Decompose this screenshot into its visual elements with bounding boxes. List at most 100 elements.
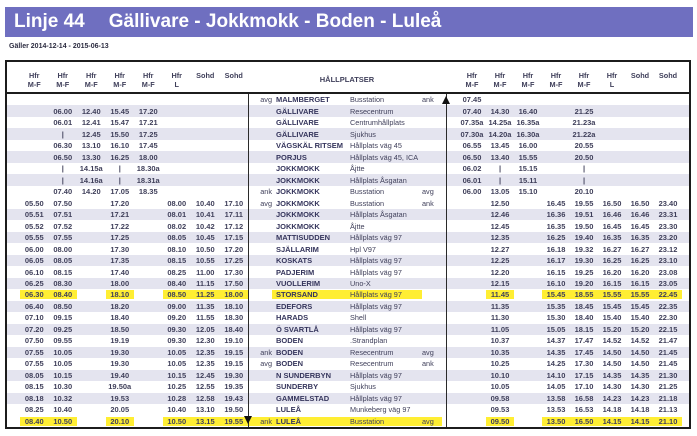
time-cell	[598, 164, 626, 173]
stop-description: Busstation	[350, 95, 385, 105]
direction-up-arrow-icon	[442, 96, 450, 104]
time-cell: 20.10	[574, 187, 594, 197]
time-cell: 14.50	[602, 347, 622, 357]
stop-info: GÄLLIVARE Centrumhållplats	[248, 118, 446, 127]
time-cell: 07.40	[462, 106, 482, 116]
time-cell: 15.47	[110, 118, 130, 128]
time-cell: 18.40	[224, 324, 244, 334]
time-cell	[134, 359, 163, 368]
left-direction-times: 08.25 10.40 20.05 10.40 13.10 19.50	[7, 405, 248, 414]
left-direction-times: 08.40 10.50 20.10 10.50 13.15 19.55	[7, 416, 248, 426]
right-direction-times: 10.10 14.10 17.15 14.35 14.35 21.30	[446, 371, 682, 380]
time-cell: 16.45	[630, 221, 650, 231]
time-cell: 16.10	[110, 141, 130, 151]
time-cell: 15.20	[602, 324, 622, 334]
left-direction-times: 07.40 14.20 17.05 18.35	[7, 187, 248, 196]
left-direction-times: 06.30 13.10 16.10 17.45	[7, 141, 248, 150]
departure-arrival-label: ank	[422, 359, 434, 369]
right-direction-times: 10.05 14.05 17.10 14.30 14.30 21.25	[446, 382, 682, 391]
timetable-row: 05.50 07.50 17.20 08.00 10.40 17.10 avg JOKKMOK…	[7, 197, 689, 208]
time-cell: 18.35	[138, 187, 158, 197]
stop-name: EDEFORS	[276, 301, 313, 311]
time-cell: 23.08	[658, 267, 678, 277]
day-type-column-header: Hfr M-F	[56, 71, 70, 89]
left-direction-column-headers: Hfr M-F Hfr M-F Hfr M-F Hfr M-F Hfr M-F Hfr L Sohd So…	[7, 71, 248, 92]
time-cell: 17.25	[138, 129, 158, 139]
time-cell: 19.51	[574, 210, 594, 220]
time-cell: 10.32	[53, 393, 73, 403]
time-cell: 18.50	[110, 324, 130, 334]
time-cell	[163, 130, 192, 139]
right-direction-times: 12.50 16.45 19.55 16.50 16.50 23.40	[446, 199, 682, 208]
right-direction-column-headers: Hfr M-F Hfr M-F Hfr M-F Hfr M-F Hfr M-F Hfr L Sohd So…	[446, 71, 682, 92]
time-cell: 14.30	[630, 382, 650, 392]
time-cell	[626, 141, 654, 150]
time-cell: 14.52	[630, 336, 650, 346]
time-cell: 17.20	[138, 106, 158, 116]
stop-name: STORSAND	[272, 290, 350, 300]
time-cell: 08.15	[53, 267, 73, 277]
time-cell: 10.50	[195, 244, 215, 254]
time-cell: 16.27	[630, 244, 650, 254]
time-cell: 15.30	[546, 313, 566, 323]
day-type-column-header: Sohd	[630, 71, 650, 80]
time-cell	[134, 233, 163, 242]
stop-description: Hållplats väg 97	[350, 233, 402, 243]
time-cell	[458, 268, 486, 277]
time-cell: 08.00	[167, 198, 187, 208]
stop-description: Hållplats väg 97	[350, 290, 422, 300]
time-cell	[626, 130, 654, 139]
time-cell	[514, 290, 542, 299]
left-direction-times: 06.01 12.41 15.47 17.21	[7, 118, 248, 127]
time-cell	[134, 325, 163, 334]
timetable-row: 06.30 08.40 18.10 08.50 11.25 18.00 STORSAND Hå…	[7, 289, 689, 300]
departure-arrival-label: avg	[260, 359, 272, 369]
time-cell: 13.50	[542, 416, 570, 426]
time-cell: 17.10	[574, 382, 594, 392]
time-cell	[77, 359, 106, 368]
stop-info: N SUNDERBYN Hållplats väg 97	[248, 371, 446, 380]
time-cell: 12.41	[81, 118, 101, 128]
time-cell	[514, 245, 542, 254]
time-cell	[191, 130, 220, 139]
time-cell	[191, 141, 220, 150]
time-cell: 16.18	[546, 244, 566, 254]
departure-arrival-label: avg	[422, 187, 434, 197]
time-cell: 06.40	[24, 301, 44, 311]
time-cell	[77, 268, 106, 277]
time-cell: 19.43	[224, 393, 244, 403]
time-cell: 11.55	[196, 313, 215, 323]
time-cell: 07.30a	[460, 129, 484, 139]
timetable-row: 05.51 07.51 17.21 08.01 10.41 17.11 JOKKMOKK Hå…	[7, 208, 689, 221]
departure-arrival-label: ank	[422, 95, 434, 105]
left-direction-times: | 12.45 15.50 17.25	[7, 130, 248, 139]
stop-name: HARADS	[276, 313, 309, 323]
time-cell: 23.31	[658, 210, 678, 220]
time-cell: 16.50	[570, 416, 598, 426]
time-cell: 17.20	[224, 244, 244, 254]
time-cell: 06.30	[53, 141, 73, 151]
time-cell: 21.25	[658, 382, 678, 392]
stop-description: Hållplats väg 45, ICA	[350, 152, 419, 162]
stop-name: JOKKMOKK	[276, 187, 320, 197]
time-cell: 08.25	[167, 267, 187, 277]
route-label: Gällivare - Jokkmokk - Boden - Luleå	[108, 11, 442, 32]
time-cell	[514, 233, 542, 242]
time-cell	[163, 187, 192, 196]
timetable-row: 07.40 14.20 17.05 18.35 ank JOKKMOKK Busstatio…	[7, 186, 689, 197]
time-cell	[458, 199, 486, 208]
time-cell: 08.15	[24, 382, 44, 392]
time-cell: 12.45	[490, 221, 510, 231]
departure-arrival-label: avg	[260, 198, 272, 208]
right-direction-times: 06.01 | 15.11 |	[446, 176, 682, 185]
right-direction-times: 09.53 13.53 16.53 14.18 14.18 21.13	[446, 405, 682, 414]
time-cell	[77, 382, 106, 391]
time-cell	[458, 417, 486, 426]
time-cell: 14.25	[546, 359, 566, 369]
time-cell: 12.46	[490, 210, 510, 220]
stop-description: Hpl V97	[350, 244, 376, 254]
time-cell: 16.45	[546, 198, 566, 208]
time-cell	[486, 95, 514, 104]
time-cell: 17.10	[224, 198, 244, 208]
time-cell: 23.30	[658, 221, 678, 231]
